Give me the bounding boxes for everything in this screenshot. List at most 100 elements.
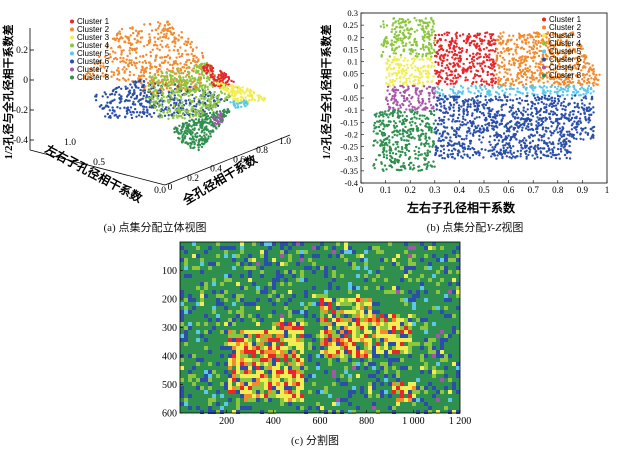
b-point — [406, 18, 410, 21]
b-point — [547, 137, 550, 140]
chart-b-yz-scatter: 0 0.1 0.2 0.3 0.4 0.5 0.6 0.7 0.8 0.9 1-0.4-0.35-0… — [319, 8, 609, 215]
a-point — [142, 94, 145, 98]
b-point — [373, 163, 376, 166]
b-point — [402, 48, 406, 51]
b-point — [388, 158, 392, 161]
a-point — [136, 34, 139, 37]
b-point — [395, 73, 399, 76]
b-point — [433, 36, 437, 40]
b-point — [515, 38, 519, 41]
a-point — [251, 98, 255, 101]
b-point — [409, 33, 412, 36]
b-point — [532, 51, 535, 54]
b-point — [396, 168, 400, 172]
b-point — [537, 147, 540, 151]
b-point — [403, 117, 407, 121]
b-point — [585, 109, 589, 113]
b-point — [535, 62, 538, 65]
b-point — [537, 41, 540, 44]
a-cluster-8 — [173, 108, 231, 152]
b-point — [493, 138, 496, 142]
b-point — [415, 128, 419, 131]
b-point — [439, 47, 443, 51]
b-point — [372, 139, 376, 143]
a-point — [120, 53, 123, 56]
b-point — [586, 133, 590, 136]
b-point — [473, 75, 476, 78]
b-point — [556, 60, 560, 64]
b-point — [474, 34, 477, 37]
b-point — [492, 79, 495, 83]
b-point — [585, 92, 588, 95]
a-point — [118, 114, 121, 118]
b-point — [440, 69, 443, 72]
b-point — [484, 116, 488, 120]
b-point — [482, 156, 485, 159]
b-point — [389, 80, 393, 84]
b-point — [533, 71, 537, 75]
b-point — [438, 137, 441, 140]
a-point — [200, 97, 203, 100]
b-point — [582, 93, 585, 96]
a-point — [212, 93, 215, 97]
b-point — [529, 133, 533, 136]
a-point — [240, 95, 243, 99]
a-point — [189, 129, 192, 132]
b-point — [427, 46, 430, 50]
b-point — [522, 86, 525, 89]
b-point — [421, 75, 424, 78]
b-point — [475, 45, 479, 48]
b-point — [537, 62, 540, 66]
a-point — [150, 65, 153, 69]
a-point — [127, 36, 130, 39]
a-point — [173, 45, 176, 48]
b-point — [479, 55, 482, 58]
a-point — [213, 90, 216, 94]
a-point — [197, 128, 201, 131]
b-point — [521, 56, 524, 59]
b-point — [559, 41, 562, 44]
a-point — [148, 33, 151, 36]
b-point — [435, 132, 438, 135]
b-point — [581, 83, 584, 86]
b-point — [508, 52, 511, 55]
b-point — [389, 146, 392, 150]
a-point — [157, 90, 161, 94]
b-point — [595, 73, 598, 77]
a-point — [159, 109, 162, 112]
b-point — [386, 59, 389, 63]
b-point — [497, 76, 500, 79]
b-point — [509, 149, 512, 153]
b-point — [421, 114, 424, 117]
b-point — [439, 45, 442, 48]
a-point — [224, 114, 227, 118]
b-point — [488, 110, 491, 113]
b-point — [388, 84, 392, 87]
a-point — [177, 106, 180, 110]
b-point — [521, 83, 525, 87]
b-point — [563, 58, 567, 62]
b-point — [446, 33, 449, 37]
b-point — [401, 102, 404, 106]
b-point — [482, 56, 486, 59]
a-point — [160, 97, 163, 100]
b-point — [513, 136, 516, 139]
b-point — [394, 20, 397, 23]
b-point — [525, 117, 528, 121]
b-point — [420, 72, 423, 75]
a-point — [194, 83, 197, 86]
a-point — [165, 79, 168, 82]
b-point — [486, 129, 490, 132]
b-cluster-8 — [372, 109, 436, 172]
a-point — [157, 94, 160, 98]
b-point — [456, 154, 460, 157]
b-point — [455, 35, 458, 38]
b-point — [436, 99, 439, 102]
b-point — [409, 74, 412, 78]
b-point — [518, 32, 521, 35]
b-point — [584, 62, 587, 65]
b-point — [525, 157, 528, 160]
a-legend-label-5: Cluster 5 — [77, 49, 110, 58]
a-point — [150, 29, 154, 32]
b-point — [528, 150, 531, 154]
